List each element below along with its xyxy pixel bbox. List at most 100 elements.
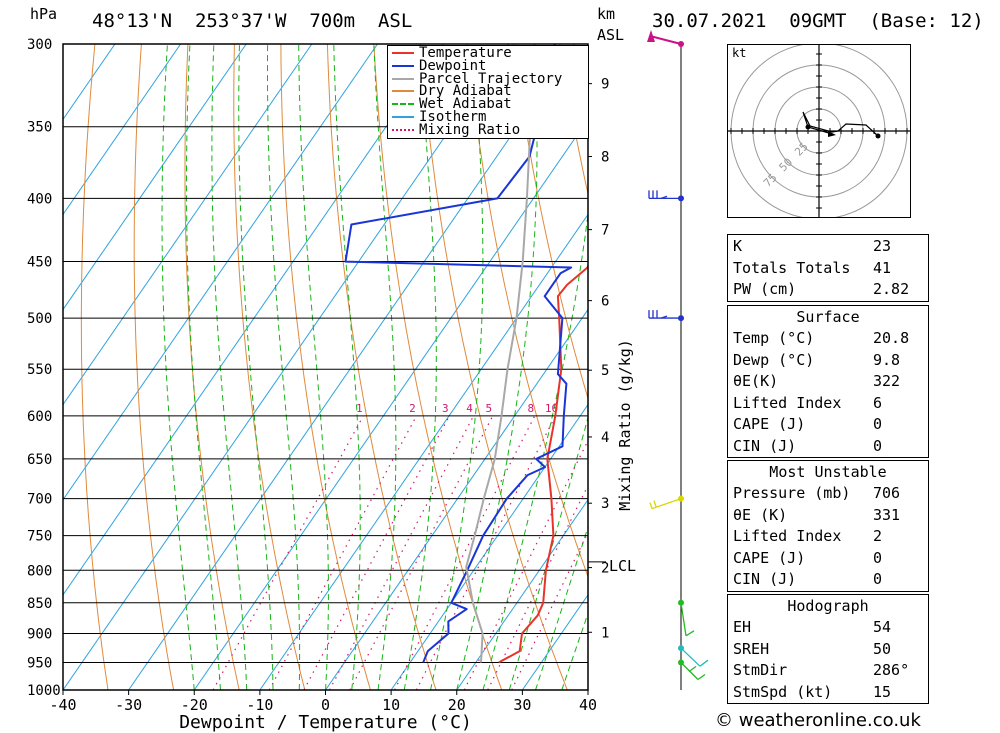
- height-unit-top: km: [597, 5, 616, 23]
- stat-row: θE(K) 322: [728, 371, 928, 392]
- stat-label: K: [733, 237, 743, 255]
- legend-swatch: [392, 77, 414, 80]
- wet-adiabat-line: [333, 44, 361, 690]
- stat-label: StmDir: [733, 661, 788, 679]
- dewpoint-profile: [344, 44, 573, 663]
- stat-value: 286°: [873, 661, 910, 679]
- legend-swatch: [392, 116, 414, 118]
- x-tick-label: -30: [115, 696, 142, 714]
- legend-item: Parcel Trajectory: [392, 70, 563, 87]
- stat-label: θE(K): [733, 372, 779, 390]
- wind-barb: [697, 673, 706, 681]
- mixing-ratio-label: 4: [466, 402, 473, 415]
- stat-label: SREH: [733, 639, 770, 658]
- mixing-ratio-line: [393, 415, 536, 690]
- stat-row: Pressure (mb) 706: [728, 483, 928, 504]
- pressure-tick-label: 1000: [27, 683, 61, 699]
- stat-row: K 23: [728, 236, 928, 257]
- mixing-ratio-label: 25: [634, 402, 647, 415]
- pressure-tick-label: 450: [27, 255, 52, 271]
- wind-barb-dot: [678, 41, 684, 47]
- stat-row: CAPE (J) 0: [728, 414, 928, 435]
- wet-adiabat-line: [185, 44, 221, 690]
- stat-value: 41: [873, 258, 892, 277]
- wet-adiabat-line: [238, 44, 274, 690]
- wind-barb: [680, 602, 687, 636]
- mixing-ratio-line: [268, 415, 418, 690]
- x-tick-label: 0: [321, 696, 330, 714]
- wind-barb: [699, 659, 709, 667]
- stat-value: 9.8: [873, 350, 901, 369]
- pressure-tick-label: 650: [27, 452, 52, 468]
- dry-adiabat-line: [944, 0, 1000, 716]
- isotherm-line: [325, 308, 588, 690]
- stat-row: Temp (°C) 20.8: [728, 328, 928, 349]
- stat-value: 0: [873, 548, 883, 567]
- legend-label: Parcel Trajectory: [419, 70, 563, 87]
- wet-adiabat-line: [161, 44, 195, 690]
- height-tick-label: 2: [601, 561, 609, 577]
- stat-label: PW (cm): [733, 280, 797, 298]
- isotherm-line: [63, 44, 116, 121]
- pressure-tick-label: 550: [27, 362, 52, 378]
- hodograph-unit: kt: [732, 46, 747, 60]
- hodograph-ring-label: 75: [761, 171, 780, 190]
- copyright-label: © weatheronline.co.uk: [715, 710, 921, 731]
- height-tick-label: 9: [601, 77, 609, 93]
- dry-adiabat-line: [80, 44, 109, 690]
- legend-swatch: [392, 103, 414, 106]
- stat-label: Totals Totals: [733, 258, 851, 277]
- stat-value: 20.8: [873, 329, 910, 347]
- isotherm-line: [63, 44, 378, 501]
- legend-label: Dewpoint: [419, 57, 487, 74]
- hodograph-panel: kt 25 50 75: [727, 44, 911, 218]
- wet-adiabat-line: [403, 44, 437, 690]
- stat-value: 706: [873, 484, 901, 502]
- stat-label: StmSpd (kt): [733, 682, 833, 701]
- pressure-tick-label: 500: [27, 311, 52, 327]
- pressure-tick-label: 600: [27, 409, 52, 425]
- hodograph-stats-panel: Hodograph EH 54 SREH 50 StmDir 286° StmSpd (kt…: [727, 594, 929, 704]
- stat-label: θE (K): [733, 505, 788, 524]
- height-tick-label: 4: [601, 430, 609, 446]
- wind-barb: [680, 647, 701, 667]
- stat-value: 54: [873, 618, 892, 636]
- legend-label: Mixing Ratio: [419, 121, 521, 138]
- mixing-ratio-line: [487, 484, 588, 690]
- hodograph-ring-label: 25: [792, 140, 811, 159]
- most-unstable-panel: Most Unstable Pressure (mb) 706 θE (K) 331 L…: [727, 460, 929, 592]
- stat-row: θE (K) 331: [728, 505, 928, 526]
- pressure-tick-label: 900: [27, 626, 52, 642]
- isotherm-line: [193, 118, 588, 690]
- wind-barb: [688, 665, 697, 673]
- height-tick-label: 8: [601, 150, 609, 166]
- lcl-label: LCL: [609, 557, 636, 575]
- legend-label: Wet Adiabat: [419, 96, 512, 113]
- pressure-tick-label: 800: [27, 563, 52, 579]
- dry-adiabat-line: [133, 44, 175, 690]
- surface-panel: Surface Temp (°C) 20.8 Dewp (°C) 9.8 θE(K) 32…: [727, 305, 929, 458]
- stat-value: 23: [873, 237, 892, 255]
- stat-row: PW (cm) 2.82: [728, 279, 928, 300]
- stat-row: CAPE (J) 0: [728, 548, 928, 569]
- stat-value: 50: [873, 639, 892, 658]
- mixing-ratio-line: [303, 415, 450, 690]
- stat-row: Lifted Index 2: [728, 526, 928, 547]
- pressure-tick-label: 400: [27, 191, 52, 207]
- mixing-ratio-label: 10: [545, 402, 558, 415]
- legend-item: Dry Adiabat: [392, 84, 512, 98]
- stat-label: EH: [733, 618, 752, 636]
- dry-adiabat-line: [989, 0, 1000, 716]
- x-tick-label: -10: [246, 696, 273, 714]
- pressure-tick-label: 350: [27, 120, 52, 136]
- hodograph-trace: [802, 111, 879, 137]
- hodograph-stats-title: Hodograph: [787, 597, 869, 615]
- isotherm-line: [63, 44, 247, 311]
- storm-motion-marker: [828, 131, 836, 137]
- x-tick-label: -40: [49, 696, 76, 714]
- legend-label: Isotherm: [419, 109, 487, 125]
- stat-row: StmSpd (kt) 15: [728, 682, 928, 703]
- stat-row: SREH 50: [728, 639, 928, 660]
- isotherm-line: [63, 44, 182, 216]
- stat-label: CAPE (J): [733, 548, 806, 567]
